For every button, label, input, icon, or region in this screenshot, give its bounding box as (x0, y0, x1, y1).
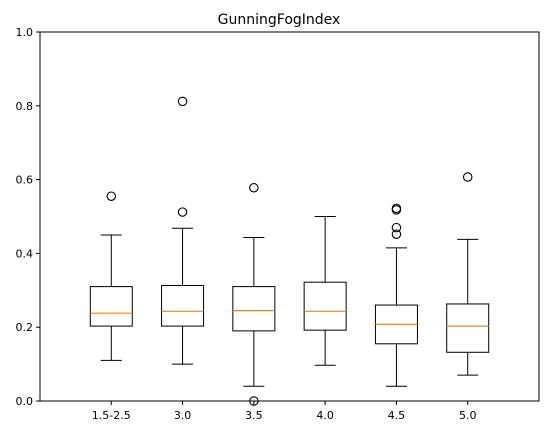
outlier-point (462, 172, 473, 182)
x-tick-label: 3.5 (245, 409, 263, 422)
outlier-point (249, 182, 259, 193)
y-tick-label: 0.8 (16, 100, 34, 113)
y-tick-label: 0.0 (16, 395, 34, 408)
x-tick-label: 4.0 (316, 409, 334, 422)
outlier-point (391, 222, 402, 233)
outlier-point (391, 203, 402, 214)
axes-frame (39, 31, 540, 402)
plot-area: 0.0 0.2 0.4 0.6 0.8 1.0 1.5-2.5 3.0 3.5 4.0 4.5 5.0 (16, 26, 540, 422)
x-tick-label: 5.0 (459, 409, 477, 422)
y-tick-label: 1.0 (16, 26, 34, 39)
outlier-point (177, 96, 188, 107)
outlier-point (391, 229, 402, 239)
chart-title: GunningFogIndex (218, 12, 341, 28)
box-iqr (232, 286, 276, 332)
box-iqr (446, 303, 490, 353)
box-iqr (303, 281, 347, 331)
x-tick-label: 4.5 (388, 409, 406, 422)
outlier-point (177, 207, 188, 217)
x-tick-label: 3.0 (174, 409, 192, 422)
y-tick-label: 0.4 (16, 247, 34, 260)
outlier-point (106, 191, 117, 201)
x-tick-label: 1.5-2.5 (92, 409, 131, 422)
box-iqr (161, 285, 205, 327)
y-tick-label: 0.6 (16, 174, 34, 187)
box-iqr (89, 286, 133, 327)
y-tick-label: 0.2 (16, 321, 34, 334)
